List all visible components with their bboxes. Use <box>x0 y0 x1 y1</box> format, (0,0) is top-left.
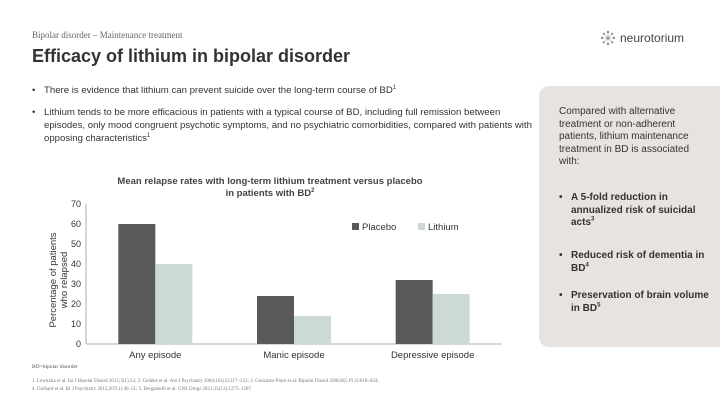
y-tick-label: 50 <box>71 239 81 249</box>
bullet-text: There is evidence that lithium can preve… <box>44 85 393 96</box>
legend-swatch <box>352 223 359 230</box>
legend-swatch <box>418 223 425 230</box>
bar-placebo <box>257 296 294 344</box>
y-tick-label: 30 <box>71 279 81 289</box>
panel-item: • Reduced risk of dementia in BD4 <box>559 250 709 275</box>
panel-bullet-icon: • <box>559 290 563 301</box>
y-tick-label: 20 <box>71 299 81 309</box>
panel-item-text: A 5-fold reduction in annualized risk of… <box>571 192 696 228</box>
bullet-item: • Lithium tends to be more efficacious i… <box>32 106 532 145</box>
bullet-item: • There is evidence that lithium can pre… <box>32 84 532 97</box>
y-tick-label: 60 <box>71 219 81 229</box>
abbreviation-note: BD=bipolar disorder <box>32 364 78 370</box>
bar-placebo <box>118 224 156 344</box>
panel-intro: Compared with alternative treatment or n… <box>559 106 690 167</box>
breadcrumb: Bipolar disorder – Maintenance treatment <box>32 30 183 40</box>
y-axis-label-line2: who relapsed <box>59 252 70 310</box>
panel-item-text: Reduced risk of dementia in BD <box>571 250 705 274</box>
y-tick-label: 0 <box>76 339 81 349</box>
y-tick-label: 40 <box>71 259 81 269</box>
bullet-dot-icon: • <box>32 85 36 96</box>
panel-item-ref: 5 <box>597 302 601 309</box>
key-findings-panel: Compared with alternative treatment or n… <box>539 86 720 347</box>
chart-title-ref: 2 <box>311 188 315 194</box>
panel-item: • Preservation of brain volume in BD5 <box>559 290 709 315</box>
bar-lithium <box>432 294 470 344</box>
panel-item-ref: 4 <box>585 262 589 269</box>
panel-bullet-icon: • <box>559 192 563 203</box>
references: 1. Lewitzka et al. Int J Bipolar Disord … <box>32 378 592 394</box>
references-line: 1. Lewitzka et al. Int J Bipolar Disord … <box>32 379 379 384</box>
bar-lithium <box>155 264 193 344</box>
page-title: Efficacy of lithium in bipolar disorder <box>32 46 351 66</box>
x-category-label: Depressive episode <box>391 350 474 361</box>
x-category-label: Any episode <box>129 350 181 361</box>
y-tick-label: 10 <box>71 319 81 329</box>
y-axis-label-line1: Percentage of patients <box>48 232 59 327</box>
panel-item: • A 5-fold reduction in annualized risk … <box>559 192 709 230</box>
chart-title-line1: Mean relapse rates with long-term lithiu… <box>117 176 422 187</box>
logo: neurotorium <box>600 30 684 46</box>
logo-text: neurotorium <box>620 31 685 45</box>
bar-placebo <box>395 280 433 344</box>
bullet-ref: 1 <box>392 84 397 91</box>
panel-item-ref: 3 <box>591 216 595 223</box>
bullet-list: • There is evidence that lithium can pre… <box>32 84 532 154</box>
x-category-label: Manic episode <box>263 350 324 361</box>
bullet-dot-icon: • <box>32 107 36 118</box>
chart-title-line2-text: in patients with BD <box>226 188 312 199</box>
panel-bullet-icon: • <box>559 250 563 261</box>
legend-label: Lithium <box>428 222 459 233</box>
panel-item-text: Preservation of brain volume in BD <box>571 290 709 314</box>
references-line: 4. Gerhard et al. Br J Psychiatry 2015;2… <box>32 387 252 392</box>
relapse-bar-chart: Mean relapse rates with long-term lithiu… <box>48 176 502 361</box>
bullet-ref: 1 <box>146 132 151 139</box>
bullet-text: Lithium tends to be more efficacious in … <box>44 107 532 144</box>
chart-title-line2: in patients with BD2 <box>226 188 316 199</box>
legend-label: Placebo <box>362 222 396 233</box>
bar-lithium <box>294 316 331 344</box>
y-tick-label: 70 <box>71 199 81 209</box>
neurotorium-logo-icon <box>600 30 616 46</box>
